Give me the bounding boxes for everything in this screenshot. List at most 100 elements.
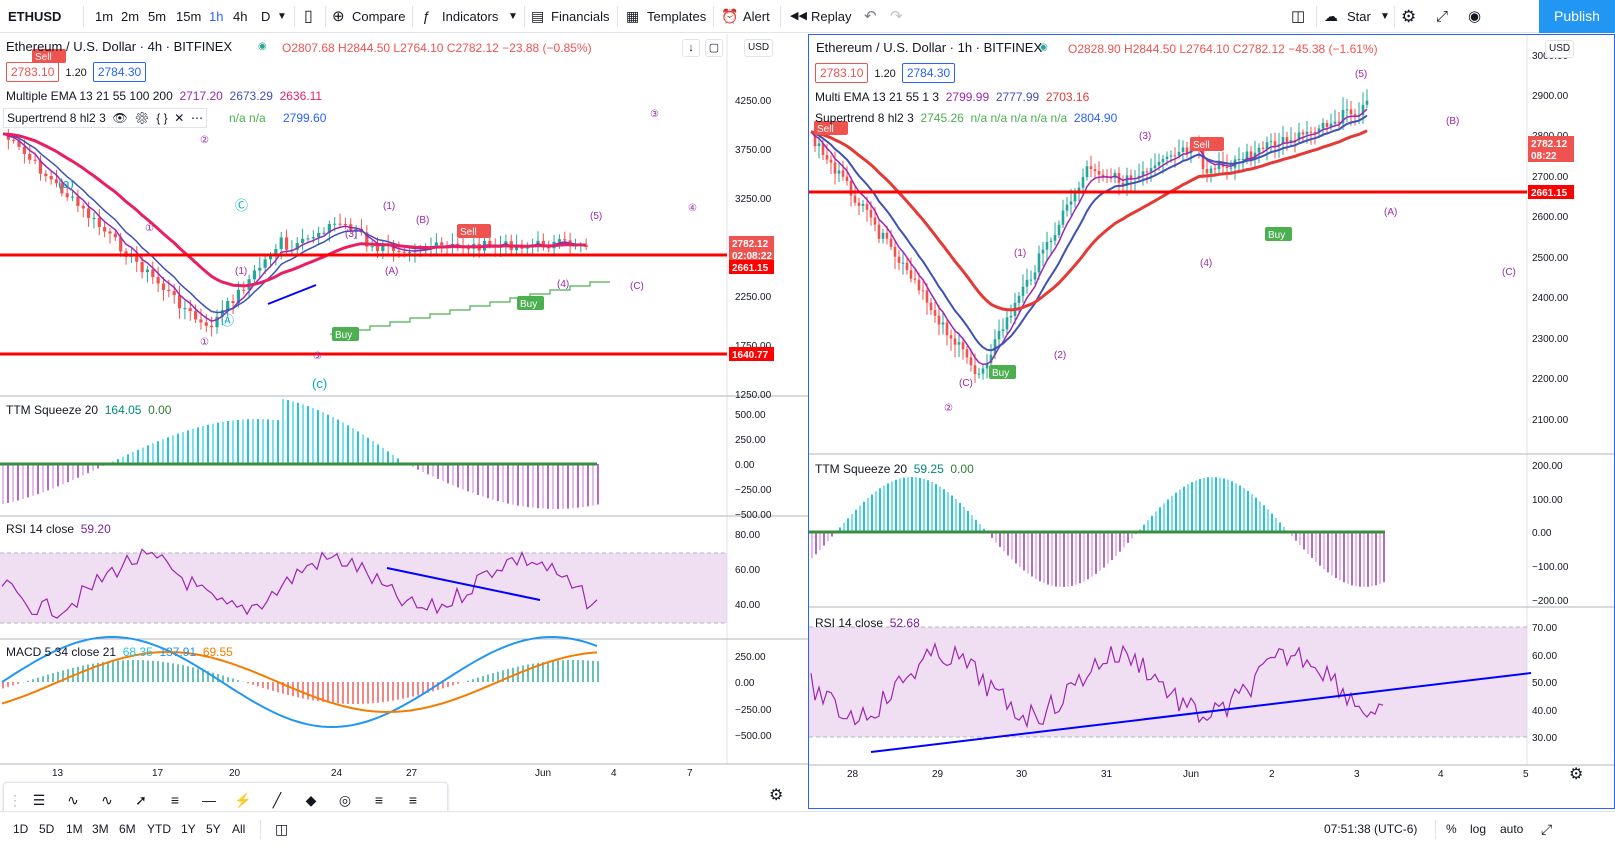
vertical-lines-icon[interactable]: ⚡ (232, 790, 254, 810)
alert-clock-icon[interactable]: ⏰ (721, 0, 738, 33)
abcd-pattern-icon[interactable]: ∿ (96, 790, 118, 810)
rsi-label[interactable]: RSI 14 close (6, 522, 74, 536)
fullscreen-icon[interactable]: ⤢ (1436, 0, 1448, 33)
ttm-bar (867, 498, 869, 532)
price-tick: 2300.00 (1532, 334, 1569, 345)
settings-gear-icon[interactable]: ⚙ (1401, 0, 1416, 33)
ttm-bar (895, 480, 897, 532)
macd-label[interactable]: MACD 5 34 close 21 (6, 645, 116, 659)
auto-toggle[interactable]: auto (1500, 812, 1523, 847)
short-position-icon[interactable]: ≡ (402, 790, 424, 810)
chart-type-candles-icon[interactable]: ▯ (304, 0, 313, 33)
range-5d[interactable]: 5D (39, 812, 54, 847)
target-icon[interactable]: ◎ (334, 790, 356, 810)
xabcd-pattern-icon[interactable]: ∿ (62, 790, 84, 810)
range-1y[interactable]: 1Y (181, 812, 196, 847)
horizontal-ray-icon[interactable]: — (198, 790, 220, 810)
range-3m[interactable]: 3M (92, 812, 109, 847)
range-6m[interactable]: 6M (119, 812, 136, 847)
ttm-bar (237, 420, 239, 464)
more-icon[interactable]: ⋯ (191, 111, 203, 125)
ask-price[interactable]: 2784.30 (93, 62, 146, 82)
expand-icon[interactable]: ⤢ (1541, 812, 1552, 847)
chart-canvas-left[interactable]: 4250.003750.003250.002750.002250.001750.… (0, 34, 808, 809)
bid-price[interactable]: 2783.10 (6, 62, 59, 82)
indicators-button[interactable]: Indicators (442, 0, 498, 33)
line-icon[interactable]: ╱ (266, 790, 288, 810)
long-position-icon[interactable]: ≡ (368, 790, 390, 810)
chart-canvas-right[interactable]: 3000.002900.002800.002700.002600.002500.… (809, 35, 1614, 808)
star-dropdown-icon[interactable]: ▼ (1380, 0, 1390, 33)
indicators-dropdown-icon[interactable]: ▼ (508, 0, 518, 33)
interval-5m[interactable]: 5m (148, 0, 166, 33)
financials-button[interactable]: Financials (551, 0, 610, 33)
chart-pane-right[interactable]: 3000.002900.002800.002700.002600.002500.… (808, 34, 1615, 809)
interval-d[interactable]: D (261, 0, 270, 33)
range-ytd[interactable]: YTD (147, 812, 171, 847)
remove-icon[interactable]: ✕ (174, 111, 184, 125)
eye-icon[interactable]: 👁 (112, 111, 127, 125)
elliott-wave-icon[interactable]: ◆ (300, 790, 322, 810)
range-5y[interactable]: 5Y (206, 812, 221, 847)
indicators-fx-icon[interactable]: ƒ (422, 0, 430, 33)
scroll-down-icon[interactable]: ↓ (682, 39, 700, 57)
replay-icon[interactable]: ◀◀ (790, 0, 807, 33)
fib-channel-icon[interactable]: ≡ (164, 790, 186, 810)
compare-plus-icon[interactable]: ⊕ (332, 0, 345, 33)
horizontal-lines-icon[interactable]: ☰ (28, 790, 50, 810)
cloud-icon[interactable]: ☁ (1324, 0, 1338, 33)
ttm-bar (452, 464, 454, 485)
alert-button[interactable]: Alert (743, 0, 770, 33)
currency-label[interactable]: USD (744, 39, 773, 57)
publish-button[interactable]: Publish (1539, 0, 1615, 33)
financials-icon[interactable]: ▤ (531, 0, 544, 33)
log-toggle[interactable]: log (1470, 812, 1486, 847)
bid-price[interactable]: 2783.10 (815, 63, 868, 83)
candle-body (1034, 272, 1037, 279)
candle-body (1274, 141, 1277, 145)
templates-button[interactable]: Templates (647, 0, 706, 33)
layout-split-icon[interactable]: ◫ (1291, 0, 1305, 33)
clock-time[interactable]: 07:51:38 (UTC-6) (1324, 812, 1417, 847)
percent-toggle[interactable]: % (1446, 812, 1457, 847)
ema-label[interactable]: Multi EMA 13 21 55 1 3 (815, 90, 939, 104)
templates-icon[interactable]: ▦ (626, 0, 639, 33)
range-1d[interactable]: 1D (13, 812, 28, 847)
camera-icon[interactable]: ◉ (1468, 0, 1481, 33)
chart-pane-left[interactable]: 4250.003750.003250.002750.002250.001750.… (0, 34, 808, 809)
drag-handle-icon[interactable]: ⋮ (4, 790, 26, 810)
undo-icon[interactable]: ↶ (864, 0, 877, 33)
range-all[interactable]: All (232, 812, 245, 847)
supertrend-label[interactable]: Supertrend 8 hl2 3 (815, 111, 914, 125)
settings-gear-icon[interactable]: ⚙ (1569, 767, 1583, 783)
symbol-title[interactable]: Ethereum / U.S. Dollar · 4h · BITFINEX (6, 39, 232, 55)
settings-gear-icon[interactable]: ⚙ (769, 788, 783, 804)
star-button[interactable]: Star (1347, 0, 1371, 33)
ema-label[interactable]: Multiple EMA 13 21 55 100 200 (6, 89, 173, 103)
currency-label[interactable]: USD (1545, 40, 1574, 58)
source-code-icon[interactable]: { } (156, 111, 167, 125)
trend-line-icon[interactable]: ➚ (130, 790, 152, 810)
rsi-label[interactable]: RSI 14 close (815, 616, 883, 630)
ttm-label[interactable]: TTM Squeeze 20 (6, 403, 98, 417)
interval-dropdown-icon[interactable]: ▼ (277, 0, 287, 33)
settings-icon[interactable]: ⚙ (134, 111, 149, 125)
compare-button[interactable]: Compare (352, 0, 405, 33)
maximize-pane-icon[interactable]: ▢ (705, 39, 723, 57)
replay-button[interactable]: Replay (811, 0, 851, 33)
interval-4h[interactable]: 4h (233, 0, 247, 33)
symbol-title[interactable]: Ethereum / U.S. Dollar · 1h · BITFINEX (816, 40, 1042, 56)
interval-1m[interactable]: 1m (95, 0, 113, 33)
ttm-bar (317, 410, 319, 464)
range-1m[interactable]: 1M (66, 812, 83, 847)
ttm-label[interactable]: TTM Squeeze 20 (815, 462, 907, 476)
symbol-search[interactable]: ETHUSD (8, 0, 61, 33)
interval-2m[interactable]: 2m (121, 0, 139, 33)
redo-icon[interactable]: ↷ (890, 0, 903, 33)
ask-price[interactable]: 2784.30 (902, 63, 955, 83)
ema-value-3: 2703.16 (1046, 90, 1089, 104)
interval-1h[interactable]: 1h (209, 0, 223, 33)
supertrend-legend[interactable]: Supertrend 8 hl2 3 👁 ⚙ { } ✕ ⋯ (3, 108, 207, 128)
goto-date-icon[interactable]: ◫ (275, 812, 288, 847)
interval-15m[interactable]: 15m (176, 0, 201, 33)
